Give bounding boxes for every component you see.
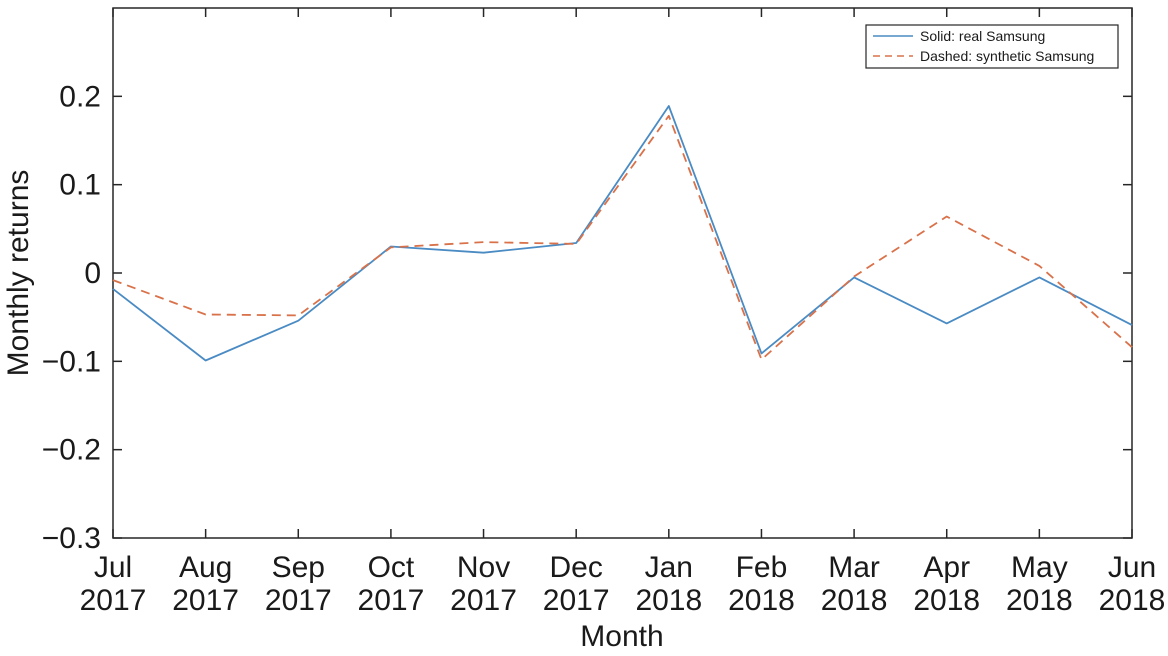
x-tick-month: Jul <box>94 551 132 584</box>
x-tick-year: 2018 <box>635 584 702 617</box>
y-axis: −0.3 −0.2 −0.1 0 0.1 0.2 <box>42 80 1132 555</box>
x-tick-month: Jun <box>1108 551 1156 584</box>
x-tick-label: Nov 2017 <box>450 551 517 617</box>
legend-label-real: Solid: real Samsung <box>920 28 1045 44</box>
y-tick-label: −0.2 <box>42 434 101 467</box>
x-tick-year: 2018 <box>913 584 980 617</box>
x-tick-month: Sep <box>272 551 325 584</box>
series-line-real <box>112 105 1133 362</box>
legend-label-synthetic: Dashed: synthetic Samsung <box>920 48 1094 64</box>
series-layer <box>112 105 1133 362</box>
y-tick-label: −0.1 <box>42 345 101 378</box>
legend-box <box>865 24 1119 69</box>
x-tick-month: Feb <box>736 551 788 584</box>
y-tick-label: 0.1 <box>59 169 101 202</box>
y-axis-title: Monthly returns <box>2 170 35 377</box>
x-tick-year: 2018 <box>1099 584 1166 617</box>
x-tick-year: 2017 <box>265 584 332 617</box>
x-tick-month: Mar <box>828 551 880 584</box>
x-tick-year: 2017 <box>450 584 517 617</box>
x-tick-month: Jan <box>645 551 693 584</box>
x-tick-year: 2017 <box>172 584 239 617</box>
x-tick-label: Oct 2017 <box>358 551 425 617</box>
x-tick-month: Nov <box>457 551 510 584</box>
x-tick-month: May <box>1011 551 1068 584</box>
x-tick-label: May 2018 <box>1006 551 1073 617</box>
x-tick-label: Feb 2018 <box>728 551 795 617</box>
series-line-synthetic <box>112 114 1133 361</box>
x-tick-label: Jan 2018 <box>635 551 702 617</box>
y-tick-label: −0.3 <box>42 522 101 555</box>
x-tick-month: Dec <box>550 551 603 584</box>
x-tick-label: Jul 2017 <box>80 551 147 617</box>
x-tick-label: Aug 2017 <box>172 551 239 617</box>
x-tick-label: Jun 2018 <box>1099 551 1166 617</box>
x-tick-label: Dec 2017 <box>543 551 610 617</box>
x-tick-month: Apr <box>923 551 970 584</box>
legend: Solid: real Samsung Dashed: synthetic Sa… <box>865 24 1119 69</box>
x-tick-year: 2018 <box>821 584 888 617</box>
x-tick-month: Oct <box>368 551 415 584</box>
x-axis-title: Month <box>580 620 663 653</box>
x-tick-year: 2017 <box>358 584 425 617</box>
plot-area <box>112 7 1133 539</box>
x-tick-year: 2017 <box>80 584 147 617</box>
x-tick-label: Mar 2018 <box>821 551 888 617</box>
x-tick-label: Apr 2018 <box>913 551 980 617</box>
x-tick-year: 2018 <box>728 584 795 617</box>
x-tick-month: Aug <box>179 551 232 584</box>
y-tick-label: 0 <box>84 257 101 290</box>
x-tick-label: Sep 2017 <box>265 551 332 617</box>
x-tick-year: 2018 <box>1006 584 1073 617</box>
x-tick-year: 2017 <box>543 584 610 617</box>
y-tick-label: 0.2 <box>59 80 101 113</box>
